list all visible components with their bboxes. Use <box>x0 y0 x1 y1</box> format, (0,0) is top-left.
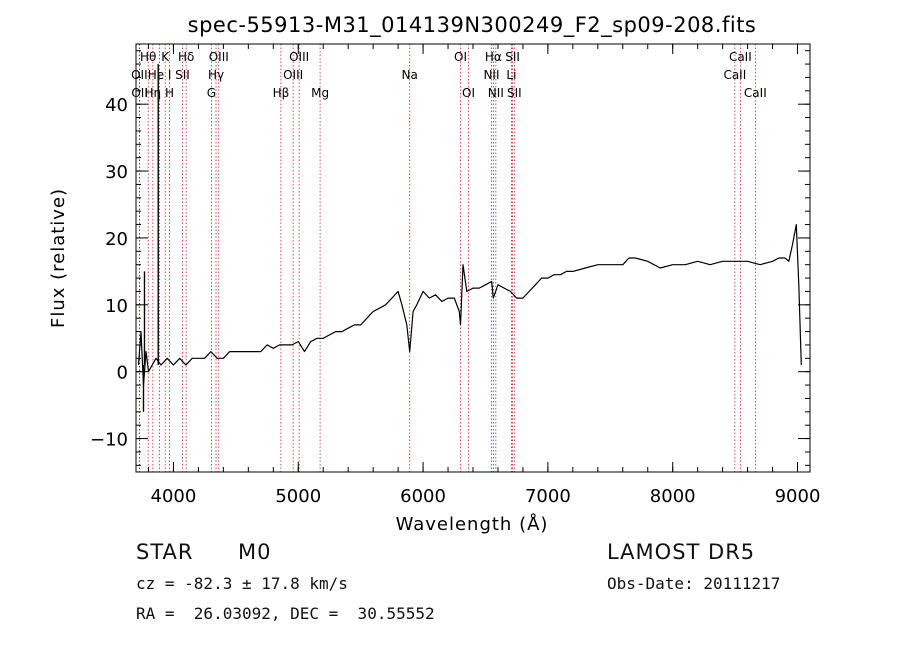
line-label: Hα <box>485 50 502 64</box>
object-class: STAR <box>136 540 194 564</box>
line-label: Hγ <box>208 68 224 82</box>
y-tick-label: 30 <box>105 162 128 183</box>
survey-name: LAMOST DR5 <box>607 540 756 564</box>
redshift-cz: cz = -82.3 ± 17.8 km/s <box>136 574 348 593</box>
line-label: Na <box>402 68 418 82</box>
x-tick-label: 8000 <box>650 486 696 507</box>
y-axis-label: Flux (relative) <box>48 188 69 328</box>
line-label: NII <box>488 86 504 100</box>
line-label: SII <box>505 50 520 64</box>
y-tick-label: 20 <box>105 229 128 250</box>
line-label: OIII <box>289 50 309 64</box>
axis-ticks: 4000 5000 6000 7000 8000 9000 −10 0 10 20 30 40 <box>90 44 820 507</box>
line-label: CaII <box>723 68 746 82</box>
line-label: OIII <box>283 68 303 82</box>
x-tick-label: 7000 <box>525 486 571 507</box>
y-tick-label: 0 <box>117 363 128 384</box>
emission-line-markers <box>138 44 756 472</box>
line-label: CaII <box>729 50 752 64</box>
line-label: He I <box>148 68 172 82</box>
line-label: K <box>161 50 170 64</box>
chart-title: spec-55913-M31_014139N300249_F2_sp09-208… <box>188 13 757 38</box>
line-label: OI <box>462 86 475 100</box>
line-label: Hη <box>145 86 162 100</box>
line-label: Hθ <box>140 50 156 64</box>
x-tick-label: 9000 <box>775 486 821 507</box>
spectrum-series <box>137 64 802 412</box>
line-label: Hδ <box>178 50 194 64</box>
y-tick-label: 10 <box>105 296 128 317</box>
line-label: Li <box>506 68 516 82</box>
line-label: SII <box>175 68 190 82</box>
x-tick-label: 6000 <box>400 486 446 507</box>
spectrum-line <box>137 224 802 386</box>
ra-dec-coordinates: RA = 26.03092, DEC = 30.55552 <box>136 604 435 623</box>
x-tick-label: 5000 <box>275 486 321 507</box>
line-label: SII <box>507 86 522 100</box>
x-tick-label: 4000 <box>151 486 197 507</box>
plot-frame <box>135 43 811 473</box>
line-label: Mg <box>311 86 329 100</box>
line-label: Hβ <box>273 86 290 100</box>
y-tick-label: 40 <box>105 95 128 116</box>
line-label: NII <box>483 68 499 82</box>
x-axis-label: Wavelength (Å) <box>396 513 549 535</box>
line-label: G <box>207 86 216 100</box>
line-label: OII <box>131 68 148 82</box>
line-label: OIII <box>209 50 229 64</box>
line-label: CaII <box>744 86 767 100</box>
line-label: OI <box>454 50 467 64</box>
object-subclass: M0 <box>238 540 272 564</box>
observation-date: Obs-Date: 20111217 <box>607 574 781 593</box>
line-label: H <box>165 86 174 100</box>
y-tick-label: −10 <box>90 430 128 451</box>
line-label: OII <box>131 86 148 100</box>
